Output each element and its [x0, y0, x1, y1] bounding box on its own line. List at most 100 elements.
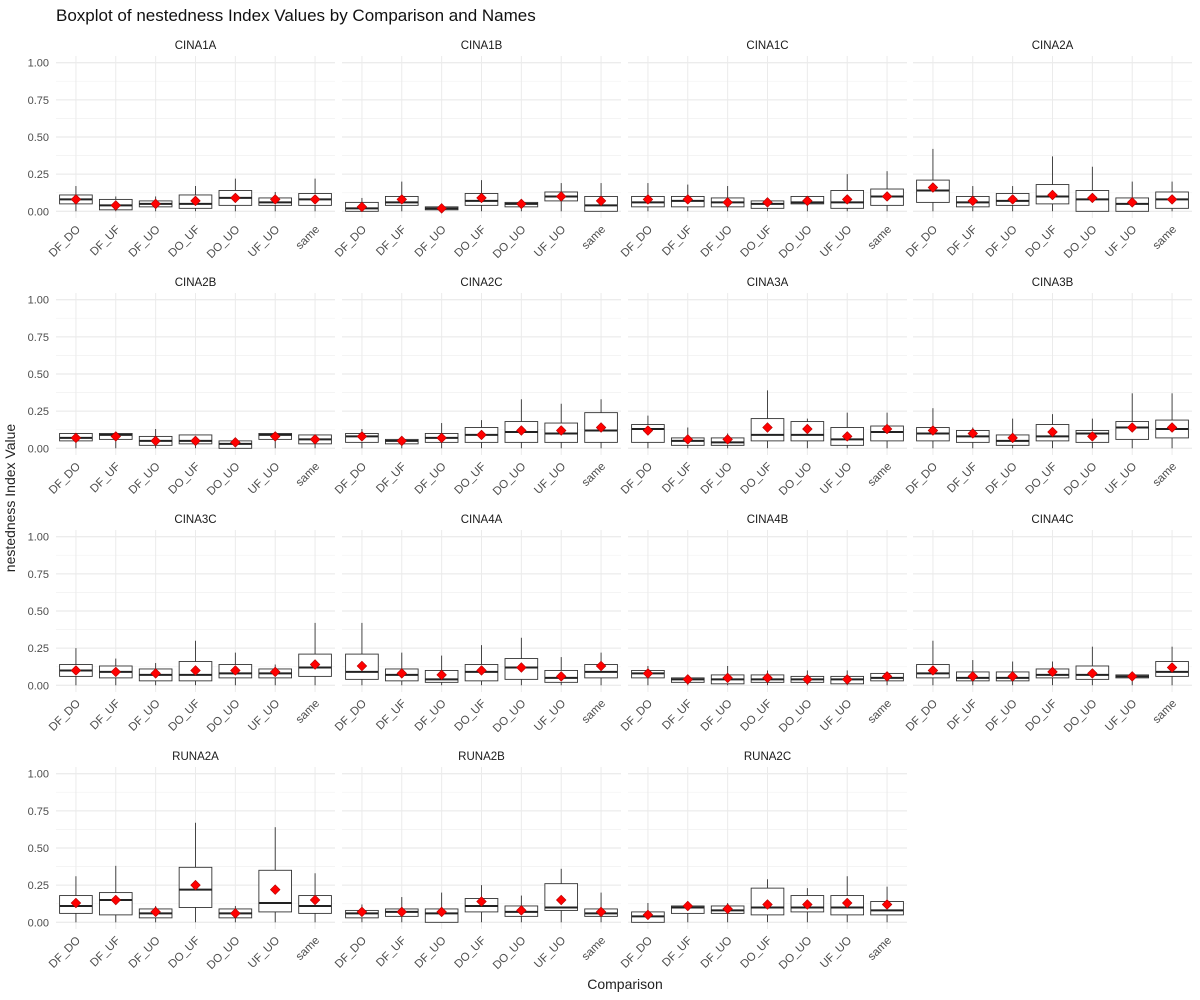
- mean-marker: [309, 659, 321, 670]
- x-tick-label: DF_UF: [88, 224, 123, 259]
- mean-marker: [396, 435, 408, 447]
- mean-marker: [516, 662, 527, 673]
- mean-marker: [1047, 189, 1058, 201]
- facet-strip-label: RUNA2B: [458, 751, 505, 763]
- mean-marker: [516, 905, 527, 916]
- x-tick-label: same: [866, 224, 894, 252]
- y-tick-label: 0.00: [28, 680, 49, 692]
- x-tick-label: DF_DO: [619, 698, 655, 734]
- x-tick-label: DF_DO: [619, 461, 655, 497]
- mean-marker: [555, 671, 567, 682]
- mean-marker: [190, 665, 201, 676]
- x-tick-label: DF_UO: [413, 698, 449, 734]
- x-tick-label: DF_DO: [619, 224, 655, 260]
- x-tick-label: DO_UO: [777, 224, 814, 261]
- mean-marker: [356, 906, 368, 918]
- x-tick-label: DF_DO: [47, 935, 83, 971]
- y-tick-label: 0.50: [28, 606, 49, 618]
- x-tick-label: DO_UF: [739, 461, 775, 497]
- x-tick-label: same: [294, 935, 322, 963]
- mean-marker: [150, 198, 161, 210]
- mean-marker: [436, 203, 447, 214]
- x-tick-label: DF_UF: [660, 935, 695, 970]
- x-axis-label: Comparison: [587, 976, 663, 992]
- mean-marker: [309, 194, 321, 205]
- mean-marker: [1126, 422, 1138, 433]
- x-tick-label: DO_UF: [1024, 698, 1060, 734]
- facet-strip-label: CINA3A: [747, 277, 789, 289]
- mean-marker: [762, 422, 773, 433]
- mean-marker: [722, 434, 733, 445]
- mean-marker: [436, 432, 447, 444]
- mean-marker: [722, 903, 733, 915]
- facet-strip-label: CINA4A: [461, 514, 503, 526]
- mean-marker: [841, 674, 853, 685]
- x-tick-label: UF_UO: [818, 224, 854, 260]
- mean-marker: [555, 894, 567, 906]
- mean-marker: [1007, 432, 1018, 444]
- x-tick-label: DO_UO: [1062, 224, 1099, 261]
- x-tick-label: DO_UO: [1062, 698, 1099, 735]
- x-tick-label: DF_UO: [699, 935, 735, 971]
- mean-marker: [881, 671, 893, 682]
- x-tick-label: DO_UF: [167, 224, 203, 260]
- mean-marker: [516, 198, 527, 210]
- mean-marker: [682, 900, 694, 912]
- x-tick-label: DF_UO: [984, 224, 1020, 260]
- x-tick-label: DO_UO: [777, 935, 814, 972]
- x-tick-label: DO_UF: [739, 698, 775, 734]
- mean-marker: [230, 437, 241, 448]
- x-tick-label: same: [294, 461, 322, 489]
- mean-marker: [476, 665, 487, 676]
- y-tick-label: 0.50: [28, 843, 49, 855]
- mean-marker: [802, 674, 813, 685]
- x-tick-label: DF_UO: [127, 461, 163, 497]
- mean-marker: [1087, 431, 1098, 442]
- x-tick-label: UF_UO: [532, 698, 568, 734]
- y-tick-label: 0.50: [28, 132, 49, 144]
- mean-marker: [230, 908, 241, 919]
- x-tick-label: DF_UF: [374, 224, 409, 259]
- x-tick-label: same: [866, 935, 894, 963]
- facet-strip-label: CINA1C: [746, 40, 788, 52]
- x-tick-label: DO_UF: [167, 461, 203, 497]
- x-tick-label: UF_UO: [246, 224, 282, 260]
- y-tick-label: 0.00: [28, 917, 49, 929]
- x-tick-label: UF_UO: [246, 461, 282, 497]
- x-tick-label: DF_UF: [88, 935, 123, 970]
- mean-marker: [682, 434, 694, 445]
- mean-marker: [722, 672, 733, 684]
- x-tick-label: DO_UF: [1024, 224, 1060, 260]
- x-tick-label: DF_DO: [47, 698, 83, 734]
- mean-marker: [1166, 662, 1178, 673]
- mean-marker: [1166, 194, 1178, 205]
- x-tick-label: same: [294, 698, 322, 726]
- x-tick-label: DO_UF: [453, 224, 489, 260]
- x-tick-label: same: [580, 698, 608, 726]
- facet-strip-label: CINA1A: [175, 40, 217, 52]
- x-tick-label: DO_UF: [739, 935, 775, 971]
- mean-marker: [642, 425, 654, 436]
- mean-marker: [70, 194, 82, 205]
- y-tick-label: 1.00: [28, 532, 49, 544]
- x-tick-label: UF_UO: [818, 461, 854, 497]
- y-tick-label: 0.75: [28, 332, 49, 344]
- chart-title: Boxplot of nestedness Index Values by Co…: [56, 6, 536, 25]
- mean-marker: [841, 194, 853, 205]
- x-tick-label: DF_DO: [333, 698, 369, 734]
- mean-marker: [595, 195, 607, 207]
- y-tick-label: 0.75: [28, 95, 49, 107]
- x-tick-label: DF_DO: [904, 698, 940, 734]
- mean-marker: [190, 195, 201, 207]
- facet-strip-label: CINA1B: [461, 40, 503, 52]
- y-tick-label: 1.00: [28, 295, 49, 307]
- x-tick-label: DO_UO: [777, 461, 814, 498]
- mean-marker: [841, 431, 853, 442]
- x-tick-label: DF_UO: [413, 935, 449, 971]
- x-tick-label: same: [580, 461, 608, 489]
- mean-marker: [190, 879, 201, 891]
- x-tick-label: UF_UO: [246, 698, 282, 734]
- y-tick-label: 1.00: [28, 58, 49, 70]
- mean-marker: [436, 669, 447, 681]
- x-tick-label: DF_UF: [945, 698, 980, 733]
